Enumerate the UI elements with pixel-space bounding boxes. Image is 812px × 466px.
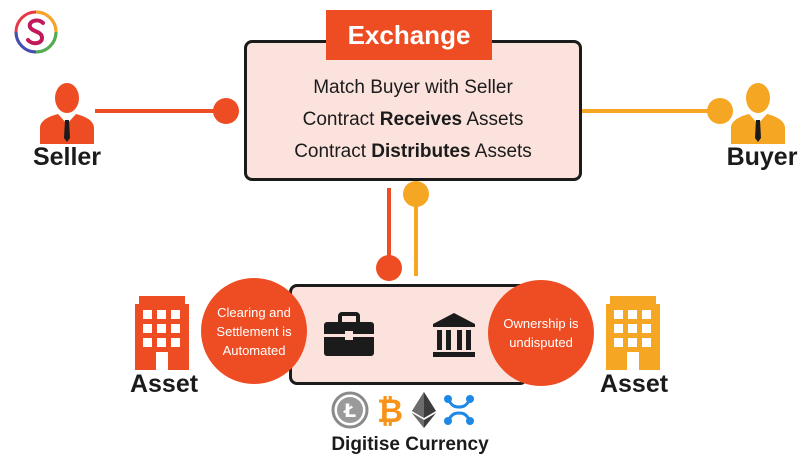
exchange-line-distributes: Contract Distributes Assets [294, 141, 532, 162]
buyer-person-icon [731, 83, 785, 144]
seller-person-icon [40, 83, 94, 144]
seller-label: Seller [32, 143, 102, 171]
orange-vertical-dot [376, 255, 402, 281]
clearing-line-1: Clearing and [217, 304, 291, 320]
clearing-line-2: Settlement is [216, 323, 292, 339]
litecoin-icon: Ł [331, 391, 369, 429]
briefcase-icon [324, 312, 374, 356]
ownership-line-2: undisputed [509, 335, 573, 350]
bank-icon [433, 313, 475, 357]
ripple-icon [444, 395, 474, 425]
asset-right-label: Asset [599, 370, 669, 398]
clearing-settlement-circle: Clearing and Settlement is Automated [201, 278, 307, 384]
buyer-connector-dot [707, 98, 733, 124]
asset-left-label: Asset [129, 370, 199, 398]
brand-logo-icon [14, 10, 58, 54]
ownership-circle: Ownership is undisputed [488, 280, 594, 386]
right-building-icon [606, 296, 660, 370]
exchange-box: Match Buyer with Seller Contract Receive… [244, 40, 582, 181]
bitcoin-glyph: ₿ [377, 392, 403, 429]
buyer-label: Buyer [726, 143, 798, 171]
clearing-settlement-text: Clearing and Settlement is Automated [212, 303, 296, 360]
ethereum-icon [412, 392, 436, 428]
litecoin-glyph: Ł [343, 400, 356, 422]
bitcoin-icon: ₿ [377, 392, 403, 429]
exchange-line-receives: Contract Receives Assets [302, 109, 524, 130]
digitise-currency-label: Digitise Currency [331, 434, 489, 455]
seller-connector-dot [213, 98, 239, 124]
exchange-line-match: Match Buyer with Seller [313, 77, 513, 98]
ownership-text: Ownership is undisputed [499, 314, 583, 352]
exchange-title: Exchange [326, 10, 492, 60]
ownership-line-1: Ownership is [503, 316, 579, 331]
clearing-line-3: Automated [222, 342, 286, 358]
left-building-icon [135, 296, 189, 370]
amber-vertical-dot [403, 181, 429, 207]
